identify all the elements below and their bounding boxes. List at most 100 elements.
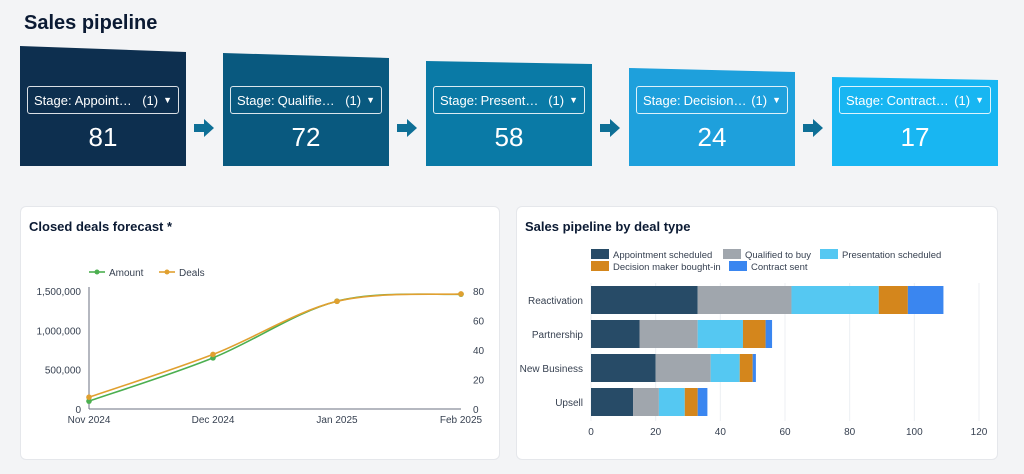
series-line-amount [88, 293, 462, 402]
stage-filter-dropdown-4[interactable]: Stage: Decision ... (1) ▼ [636, 86, 788, 114]
category-label: Upsell [555, 398, 583, 409]
bar-segment [655, 354, 711, 382]
legend-item: Decision maker bought-in [591, 261, 721, 273]
bar-segment [591, 286, 698, 314]
data-point-amount [86, 398, 92, 404]
bar-segment [639, 320, 698, 348]
stage-filter-label: Stage: [440, 92, 478, 108]
bar-segment [907, 286, 944, 314]
stage-filter-value: Appointm... [74, 92, 139, 108]
x-tick-label: Dec 2024 [192, 415, 235, 426]
bar-segment [591, 388, 634, 416]
legend-item: Presentation scheduled [820, 249, 941, 261]
bar-segment [791, 286, 879, 314]
caret-down-icon: ▼ [569, 95, 578, 105]
stage-filter-count: (1) [548, 92, 565, 108]
stage-card-2 [223, 53, 389, 166]
legend-item: Qualified to buy [723, 249, 811, 261]
x-tick-label: 0 [588, 427, 594, 438]
stage-filter-count: (1) [142, 92, 159, 108]
bar-segment [684, 388, 698, 416]
y-right-tick-label: 40 [473, 346, 485, 357]
data-point-deals [334, 298, 340, 305]
svg-text:Contract sent: Contract sent [751, 262, 808, 273]
arrow-right-icon [803, 119, 823, 137]
y-right-tick-label: 0 [473, 405, 479, 416]
svg-text:Presentation scheduled: Presentation scheduled [842, 250, 941, 261]
x-tick-label: 60 [779, 427, 791, 438]
arrow-right-icon [397, 119, 417, 137]
stage-filter-label: Stage: [846, 92, 884, 108]
bar-segment [878, 286, 908, 314]
legend-item: Contract sent [729, 261, 808, 273]
caret-down-icon: ▼ [772, 95, 781, 105]
arrow-right-icon [194, 119, 214, 137]
stage-filter-value: Decision ... [683, 92, 748, 108]
stage-filter-dropdown-1[interactable]: Stage: Appointm... (1) ▼ [27, 86, 179, 114]
closed-deals-forecast-panel: Closed deals forecast * 0 500,000 1,000,00… [20, 206, 500, 460]
bar-segment [765, 320, 773, 348]
y-left-tick-label: 1,000,000 [37, 326, 82, 337]
caret-down-icon: ▼ [366, 95, 375, 105]
stage-filter-value: Contract s... [886, 92, 951, 108]
y-right-tick-label: 80 [473, 287, 485, 298]
stage-filter-count: (1) [954, 92, 971, 108]
bar-segment [739, 354, 753, 382]
category-label: Reactivation [528, 296, 583, 307]
deal-type-chart: 0 20 40 60 80 100 120 Reactivation Partnership Ne… [520, 249, 988, 438]
funnel-shapes [20, 46, 998, 166]
bar-segment [658, 388, 685, 416]
stage-filter-value: Presentati... [480, 92, 545, 108]
y-left-tick-label: 1,500,000 [37, 287, 82, 298]
stage-filter-dropdown-3[interactable]: Stage: Presentati... (1) ▼ [433, 86, 585, 114]
svg-text:Qualified to buy: Qualified to buy [745, 250, 811, 261]
arrow-right-icon [600, 119, 620, 137]
stage-total-5: 17 [900, 122, 930, 152]
bar-segment [591, 354, 656, 382]
bar-segment [697, 320, 743, 348]
bar-segment [591, 320, 640, 348]
legend-item-amount: Amount [89, 268, 144, 279]
stage-filter-dropdown-2[interactable]: Stage: Qualified t... (1) ▼ [230, 86, 382, 114]
y-left-tick-label: 500,000 [45, 366, 82, 377]
stage-card-4 [629, 68, 795, 166]
stage-card-5 [832, 77, 998, 166]
x-tick-label: 100 [906, 427, 923, 438]
stage-filter-count: (1) [751, 92, 768, 108]
svg-text:Appointment scheduled: Appointment scheduled [613, 250, 712, 261]
deal-type-panel: Sales pipeline by deal type 0 20 40 60 80 100… [516, 206, 998, 460]
x-tick-label: Jan 2025 [316, 415, 358, 426]
stage-filter-label: Stage: [34, 92, 72, 108]
stage-total-4: 24 [697, 122, 727, 152]
x-tick-label: 20 [650, 427, 662, 438]
series-line-deals [88, 293, 462, 398]
x-tick-label: Nov 2024 [68, 415, 111, 426]
stage-filter-label: Stage: [643, 92, 681, 108]
page-title: Sales pipeline [24, 12, 158, 34]
x-tick-label: 80 [844, 427, 856, 438]
stage-filter-label: Stage: [237, 92, 275, 108]
bar-segment [752, 354, 756, 382]
bar-segment [697, 286, 792, 314]
bar-segment [697, 388, 708, 416]
forecast-chart: 0 500,000 1,000,000 1,500,000 0 20 40 60 80 Nov 2… [37, 268, 485, 426]
forecast-title: Closed deals forecast * [29, 219, 173, 234]
caret-down-icon: ▼ [975, 95, 984, 105]
bar-segment [742, 320, 766, 348]
data-point-deals [86, 394, 92, 400]
category-label: New Business [520, 364, 583, 375]
x-tick-label: 40 [715, 427, 727, 438]
stage-filter-dropdown-5[interactable]: Stage: Contract s... (1) ▼ [839, 86, 991, 114]
stage-filter-count: (1) [345, 92, 362, 108]
svg-text:Decision maker bought-in: Decision maker bought-in [613, 262, 721, 273]
bar-segment [633, 388, 659, 416]
data-point-deals [210, 351, 216, 358]
x-tick-label: 120 [971, 427, 988, 438]
bar-segment [710, 354, 740, 382]
category-label: Partnership [532, 330, 584, 341]
legend-item-deals: Deals [159, 268, 205, 279]
stage-card-1 [20, 46, 186, 166]
data-point-deals [458, 291, 464, 297]
y-right-tick-label: 60 [473, 317, 485, 328]
stage-total-1: 81 [88, 122, 118, 152]
